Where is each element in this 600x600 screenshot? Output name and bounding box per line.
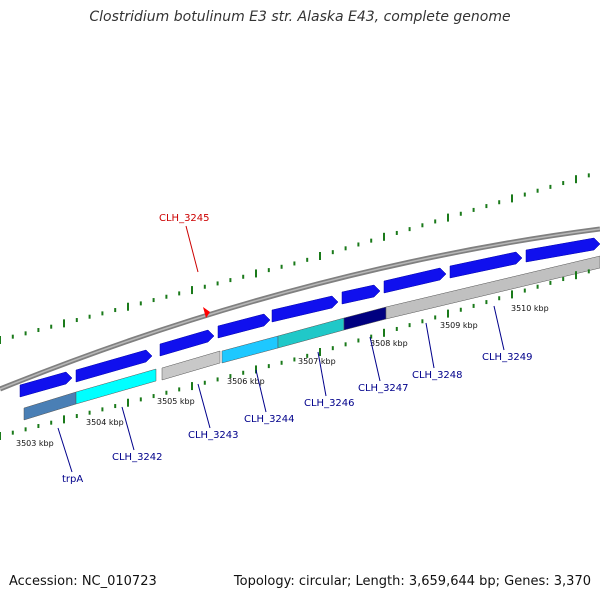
gene-label: CLH_3242	[112, 452, 163, 463]
gene-label: CLH_3249	[482, 352, 533, 363]
gene-leader-line	[57, 427, 73, 473]
gene-label: CLH_3244	[244, 414, 295, 425]
reverse-strand-track	[23, 255, 600, 421]
reverse-gene-bar	[75, 368, 157, 405]
gene-label: CLH_3245	[159, 213, 210, 224]
genome-backbone-highlight	[0, 228, 600, 390]
gene-leader-line	[317, 351, 327, 397]
accession-label: Accession: NC_010723	[9, 574, 157, 589]
reverse-gene-bar	[221, 335, 279, 364]
reverse-gene-bar	[277, 317, 345, 349]
forward-gene-arrow	[159, 329, 215, 357]
gene-label: trpA	[62, 474, 83, 485]
kbp-label: 3510 kbp	[511, 304, 549, 313]
kbp-label: 3508 kbp	[370, 339, 408, 348]
gene-label: CLH_3247	[358, 383, 409, 394]
gene-leader-line	[425, 322, 435, 369]
kbp-label: 3509 kbp	[440, 321, 478, 330]
forward-gene-arrow	[75, 349, 153, 383]
kbp-label: 3505 kbp	[157, 397, 195, 406]
forward-gene-arrow	[449, 251, 523, 279]
reverse-gene-bar	[161, 350, 221, 381]
highlight-marker	[203, 307, 210, 318]
reverse-gene-bar	[343, 306, 387, 331]
kbp-label: 3507 kbp	[298, 357, 336, 366]
gene-leader-line	[255, 369, 267, 413]
kbp-label: 3506 kbp	[227, 377, 265, 386]
gene-label: CLH_3243	[188, 430, 239, 441]
gene-labels: 3503 kbp 3504 kbp 3505 kbp 3506 kbp 3507 kbp…	[16, 213, 549, 485]
gene-leader-line	[493, 305, 505, 351]
kbp-label: 3504 kbp	[86, 418, 124, 427]
forward-gene-arrow	[217, 313, 271, 339]
forward-gene-arrow	[19, 371, 73, 398]
forward-gene-arrow	[525, 237, 600, 263]
kbp-label: 3503 kbp	[16, 439, 54, 448]
forward-gene-arrow	[271, 295, 339, 323]
forward-gene-arrow	[383, 267, 447, 294]
gene-leader-line	[121, 406, 135, 451]
gene-leader-line	[185, 225, 199, 273]
gene-leader-line	[369, 336, 381, 382]
forward-gene-arrow	[341, 284, 381, 305]
scale-ticks	[0, 173, 590, 440]
forward-strand-genes	[19, 237, 600, 398]
gene-label: CLH_3246	[304, 398, 355, 409]
reverse-gene-bar	[23, 391, 77, 421]
genome-title: Clostridium botulinum E3 str. Alaska E43…	[89, 9, 511, 25]
gene-label: CLH_3248	[412, 370, 463, 381]
reverse-gene-bar	[385, 255, 600, 320]
gene-leader-line	[197, 383, 211, 429]
genome-summary: Topology: circular; Length: 3,659,644 bp…	[233, 574, 591, 589]
